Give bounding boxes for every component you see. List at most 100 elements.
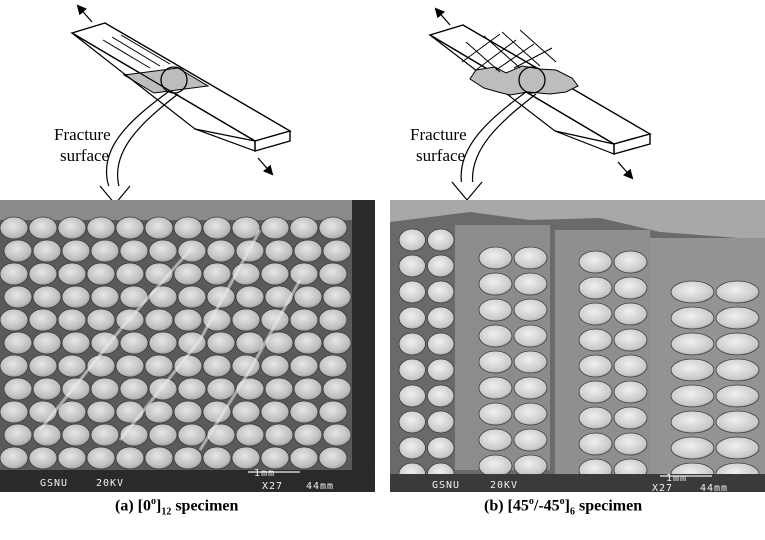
fiber-cross-section — [289, 262, 319, 286]
fiber-cross-section — [115, 446, 145, 470]
fiber-cross-section — [61, 423, 91, 447]
fiber-cross-section — [144, 308, 174, 332]
fiber-cross-section — [715, 306, 760, 330]
fiber-cross-section — [289, 308, 319, 332]
left-sem-mag: X27 — [262, 481, 283, 492]
fiber-cross-section — [144, 446, 174, 470]
magnifier-circle-icon — [160, 66, 188, 94]
fiber-cross-section — [0, 446, 29, 470]
right-specimen-front-edge — [429, 34, 615, 155]
fiber-cross-section — [613, 302, 648, 326]
fiber-cross-section — [513, 428, 548, 452]
fiber-cross-section — [90, 377, 120, 401]
fiber-cross-section — [177, 423, 207, 447]
fiber-cross-section — [173, 216, 203, 240]
fiber-cross-section — [235, 377, 265, 401]
fiber-cross-section — [318, 262, 348, 286]
fiber-cross-section — [144, 354, 174, 378]
fiber-cross-section — [202, 354, 232, 378]
fiber-cross-section — [670, 358, 715, 382]
magnifier-circle-icon — [518, 66, 546, 94]
left-fiber-line — [102, 39, 151, 69]
fiber-cross-section — [264, 285, 294, 309]
fiber-cross-section — [613, 380, 648, 404]
fiber-cross-section — [115, 262, 145, 286]
fiber-cross-section — [613, 328, 648, 352]
right-sem-voltage: 20KV — [490, 480, 518, 491]
left-sem-scale: 1mm — [254, 468, 275, 479]
fiber-cross-section — [578, 406, 613, 430]
fiber-cross-section — [427, 254, 455, 278]
fiber-cross-section — [398, 228, 426, 252]
fiber-cross-section — [264, 239, 294, 263]
fiber-cross-section — [61, 331, 91, 355]
fiber-cross-section — [578, 328, 613, 352]
fiber-cross-section — [322, 331, 352, 355]
right-fiber-crosshatch — [461, 29, 557, 73]
fiber-cross-section — [57, 354, 87, 378]
fiber-cross-section — [578, 354, 613, 378]
right-sem-lab: GSNU — [432, 480, 460, 491]
left-fracture-label-line2: surface — [60, 146, 109, 165]
tension-arrow-icon — [76, 4, 93, 23]
fiber-cross-section — [715, 332, 760, 356]
fiber-cross-section — [478, 454, 513, 478]
fiber-cross-section — [398, 410, 426, 434]
fiber-cross-section — [0, 308, 29, 332]
fiber-cross-section — [202, 216, 232, 240]
right-caption-degree-1: o — [528, 496, 534, 507]
fiber-cross-section — [715, 358, 760, 382]
fiber-cross-section — [293, 285, 323, 309]
fiber-cross-section — [578, 302, 613, 326]
fiber-cross-section — [578, 380, 613, 404]
fiber-cross-section — [144, 216, 174, 240]
fiber-cross-section — [578, 432, 613, 456]
right-caption-suffix: specimen — [575, 497, 643, 515]
fiber-cross-section — [177, 331, 207, 355]
fiber-cross-section — [32, 239, 62, 263]
fiber-cross-section — [289, 216, 319, 240]
fiber-cross-section — [398, 280, 426, 304]
fiber-cross-section — [206, 377, 236, 401]
fiber-cross-section — [293, 239, 323, 263]
fiber-cross-section — [260, 262, 290, 286]
left-specimen-front-edge — [71, 32, 256, 152]
fiber-cross-section — [148, 285, 178, 309]
fiber-cross-section — [478, 402, 513, 426]
right-caption-mid: /-45 — [533, 497, 560, 515]
fiber-cross-section — [578, 276, 613, 300]
right-caption-degree-2: o — [559, 496, 565, 507]
fiber-cross-section — [235, 285, 265, 309]
fiber-cross-section — [206, 331, 236, 355]
fiber-cross-section — [513, 272, 548, 296]
tension-arrow-icon — [257, 157, 274, 176]
fiber-cross-section — [427, 410, 455, 434]
fiber-cross-section — [144, 400, 174, 424]
left-caption-suffix: specimen — [171, 497, 239, 515]
fiber-cross-section — [670, 306, 715, 330]
right-fracture-label-line2: surface — [416, 146, 465, 165]
fiber-cross-section — [398, 306, 426, 330]
fiber-cross-section — [715, 280, 760, 304]
fiber-cross-section — [513, 454, 548, 478]
fiber-cross-section — [613, 276, 648, 300]
left-sem-micrograph: GSNU 20KV 1mm X27 44mm — [0, 200, 375, 492]
fiber-cross-section — [398, 436, 426, 460]
curved-pointer-arrow-icon — [105, 91, 169, 191]
fiber-cross-section — [231, 308, 261, 332]
fiber-cross-section — [173, 262, 203, 286]
fiber-cross-section — [57, 216, 87, 240]
fiber-cross-section — [715, 410, 760, 434]
left-caption-degree: o — [150, 496, 156, 507]
fiber-cross-section — [427, 228, 455, 252]
left-caption-prefix: (a) [0 — [115, 497, 151, 515]
left-fiber-grid — [0, 216, 352, 470]
fiber-cross-section — [28, 308, 58, 332]
fiber-cross-section — [231, 216, 261, 240]
fiber-cross-section — [260, 400, 290, 424]
right-fiber-grid — [398, 228, 760, 486]
fiber-cross-section — [260, 216, 290, 240]
fiber-cross-section — [478, 298, 513, 322]
fiber-cross-section — [613, 354, 648, 378]
